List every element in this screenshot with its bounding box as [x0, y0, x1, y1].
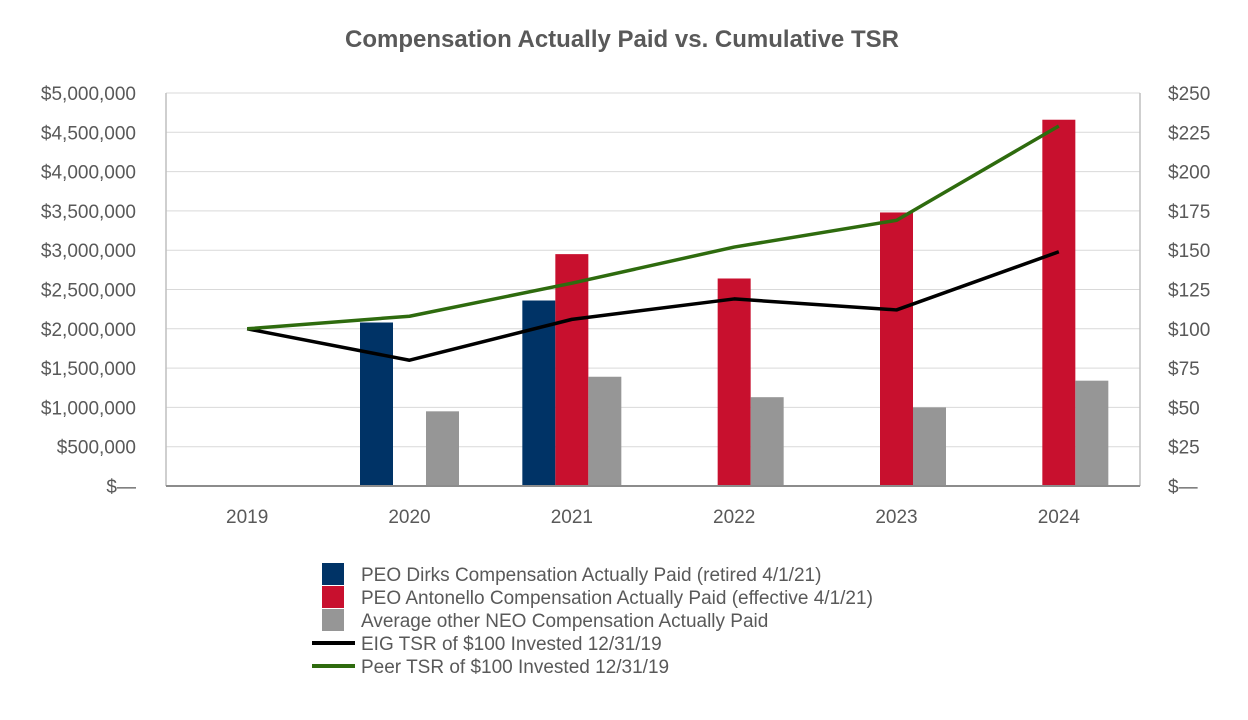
right-tick-label: $25 — [1168, 438, 1200, 459]
left-tick-label: $1,500,000 — [41, 359, 136, 380]
left-tick-label: $3,500,000 — [41, 202, 136, 223]
bar — [913, 407, 946, 486]
left-tick-label: $1,000,000 — [41, 398, 136, 419]
tsr-lines — [246, 124, 1060, 362]
gridlines — [166, 92, 1140, 448]
legend-label: Average other NEO Compensation Actually … — [361, 611, 768, 632]
chart-title: Compensation Actually Paid vs. Cumulativ… — [345, 26, 899, 53]
tsr-line — [247, 124, 1060, 331]
x-axis-ticks: 2019 2020 2021 2022 2023 2024 — [226, 507, 1080, 528]
bar — [426, 411, 459, 486]
legend-label: Peer TSR of $100 Invested 12/31/19 — [361, 657, 669, 678]
left-tick-label: $4,000,000 — [41, 163, 136, 184]
x-tick-label: 2020 — [388, 507, 430, 528]
legend: PEO Dirks Compensation Actually Paid (re… — [312, 563, 873, 678]
bar — [360, 322, 393, 486]
left-tick-label: $2,000,000 — [41, 320, 136, 341]
right-tick-label: $125 — [1168, 281, 1210, 302]
left-tick-label: $5,000,000 — [41, 84, 136, 105]
legend-swatch — [322, 609, 344, 631]
x-tick-label: 2022 — [713, 507, 755, 528]
legend-label: PEO Antonello Compensation Actually Paid… — [361, 588, 873, 609]
left-tick-label: $— — [106, 477, 136, 498]
x-tick-label: 2021 — [551, 507, 593, 528]
left-tick-label: $500,000 — [57, 438, 136, 459]
left-axis-ticks: $— $500,000 $1,000,000 $1,500,000 $2,000,000… — [41, 84, 136, 498]
left-tick-label: $2,500,000 — [41, 281, 136, 302]
legend-label: PEO Dirks Compensation Actually Paid (re… — [361, 565, 821, 586]
x-tick-label: 2024 — [1038, 507, 1081, 528]
right-tick-label: $50 — [1168, 398, 1200, 419]
bar — [1042, 119, 1076, 486]
bar — [880, 212, 913, 487]
legend-label: EIG TSR of $100 Invested 12/31/19 — [361, 634, 662, 655]
bar — [588, 376, 622, 486]
bars — [360, 119, 1109, 487]
right-tick-label: $75 — [1168, 359, 1200, 380]
left-tick-label: $3,000,000 — [41, 241, 136, 262]
right-axis-ticks: $— $25 $50 $75 $100 $125 $150 $175 $200 $225 $250 — [1168, 84, 1210, 498]
right-tick-label: $200 — [1168, 163, 1210, 184]
right-tick-label: $100 — [1168, 320, 1210, 341]
x-tick-label: 2019 — [226, 507, 268, 528]
right-tick-label: $250 — [1168, 84, 1210, 105]
bar — [750, 397, 784, 486]
bar — [1075, 380, 1109, 486]
right-tick-label: $175 — [1168, 202, 1210, 223]
right-tick-label: $— — [1168, 477, 1198, 498]
right-tick-label: $150 — [1168, 241, 1210, 262]
x-tick-label: 2023 — [875, 507, 917, 528]
left-tick-label: $4,500,000 — [41, 123, 136, 144]
bar — [555, 254, 589, 486]
legend-swatch — [322, 586, 344, 608]
right-tick-label: $225 — [1168, 123, 1210, 144]
legend-swatch — [322, 563, 344, 585]
tsr-line — [246, 250, 1060, 362]
axes — [165, 93, 1141, 487]
bar — [717, 278, 751, 486]
